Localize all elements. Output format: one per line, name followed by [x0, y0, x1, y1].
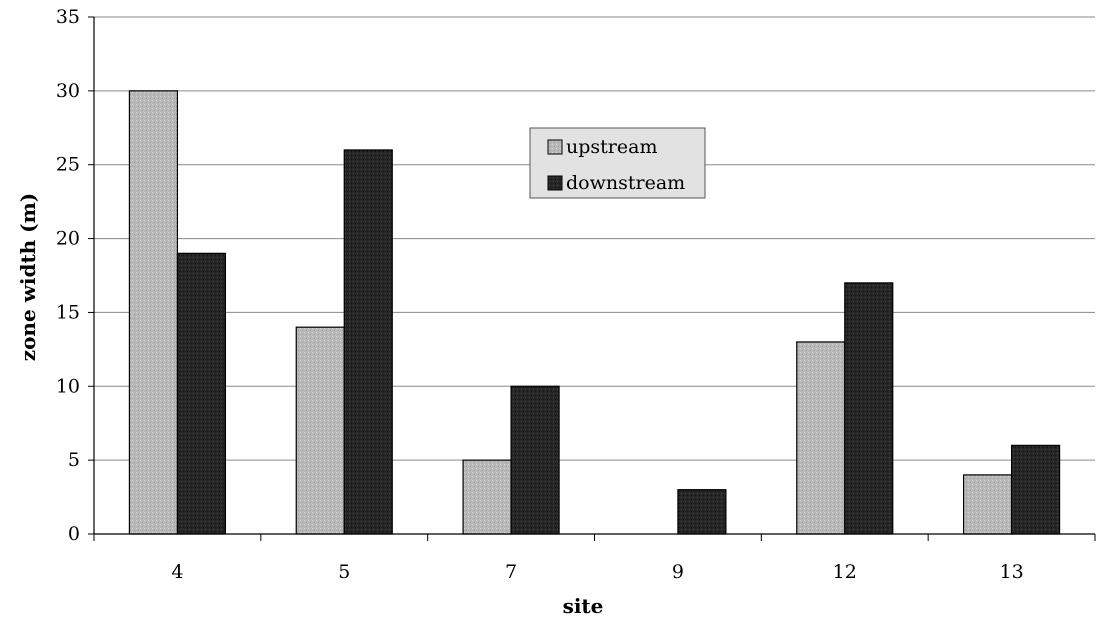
- x-tick-label: 9: [672, 561, 684, 583]
- x-tick-label: 5: [338, 561, 350, 583]
- y-tick-label: 30: [56, 80, 80, 102]
- y-tick-label: 15: [56, 301, 80, 323]
- axes: [93, 17, 1095, 535]
- y-tick-label: 0: [68, 523, 80, 545]
- x-axis-ticks: 4 5 7 9 12 13: [93, 534, 1096, 583]
- x-tick-label: 13: [999, 561, 1023, 583]
- bar-upstream-site-13: [962, 474, 1013, 535]
- bar-upstream-site-7: [462, 459, 512, 535]
- bar-downstream-site-13: [1010, 444, 1061, 535]
- y-axis-title: zone width (m): [16, 193, 40, 362]
- legend-swatch-upstream: [547, 139, 563, 155]
- y-tick-label: 25: [56, 154, 80, 176]
- y-axis-ticks: 0 5 10 15 20 25 30 35: [56, 6, 94, 545]
- x-tick-label: 12: [833, 561, 857, 583]
- x-tick-label: 4: [171, 561, 183, 583]
- bar-downstream-site-4: [176, 252, 227, 535]
- gridlines: [94, 16, 1095, 461]
- bars: [128, 90, 1061, 535]
- bar-downstream-site-7: [510, 385, 560, 535]
- bar-upstream-site-5: [295, 326, 345, 535]
- bar-upstream-site-12: [796, 341, 846, 535]
- legend-label-upstream: upstream: [566, 136, 657, 158]
- bar-downstream-site-12: [844, 282, 894, 535]
- y-tick-label: 5: [68, 449, 80, 471]
- bar-downstream-site-5: [343, 149, 393, 535]
- bar-upstream-site-4: [128, 90, 179, 535]
- legend-label-downstream: downstream: [566, 172, 685, 194]
- legend: upstream downstream: [529, 127, 706, 199]
- y-tick-label: 20: [56, 228, 80, 250]
- x-axis-title: site: [563, 594, 604, 618]
- legend-swatch-downstream: [547, 175, 563, 191]
- x-tick-label: 7: [505, 561, 517, 583]
- y-tick-label: 35: [56, 6, 80, 28]
- bar-downstream-site-9: [677, 489, 727, 535]
- y-tick-label: 10: [56, 375, 80, 397]
